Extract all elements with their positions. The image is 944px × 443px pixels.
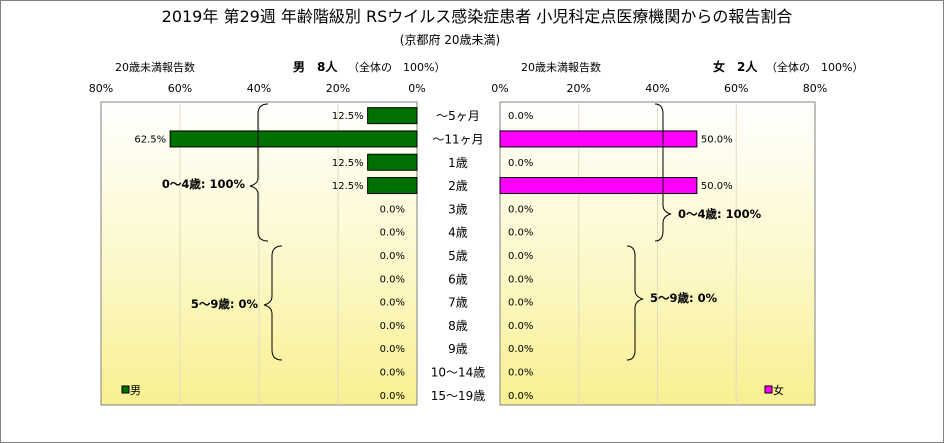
male-group-0-4-label: 0～4歳: 100% xyxy=(162,177,246,191)
male-value-label: 12.5% xyxy=(332,181,364,192)
male-value-label: 0.0% xyxy=(380,228,405,239)
male-value-label: 12.5% xyxy=(332,111,364,122)
age-category-label: 1歳 xyxy=(448,156,468,170)
male-value-label: 0.0% xyxy=(380,298,405,309)
female-value-label: 0.0% xyxy=(508,251,533,262)
male-value-label: 62.5% xyxy=(134,134,166,145)
female-x-tick-label: 20% xyxy=(567,82,591,95)
female-value-label: 0.0% xyxy=(508,204,533,215)
male-header-count-label: 20歳未満報告数 xyxy=(115,61,195,74)
age-category-label: ～5ヶ月 xyxy=(436,109,480,123)
female-x-tick-label: 0% xyxy=(491,82,508,95)
female-header-total: 女 2人 xyxy=(713,59,758,74)
female-x-tick-label: 80% xyxy=(803,82,827,95)
female-group-5-9-label: 5～9歳: 0% xyxy=(650,291,718,305)
male-brace-0-4 xyxy=(249,103,269,242)
age-category-label: 2歳 xyxy=(448,179,468,193)
male-value-label: 0.0% xyxy=(380,344,405,355)
male-value-label: 0.0% xyxy=(380,251,405,262)
female-x-axis-ticks: 0% 20% 40% 60% 80% xyxy=(491,82,827,95)
male-group-5-9-label: 5～9歳: 0% xyxy=(191,297,259,311)
female-group-0-4-label: 0～4歳: 100% xyxy=(678,207,762,221)
female-header-share: （全体の 100%） xyxy=(766,60,863,74)
female-value-label: 0.0% xyxy=(508,367,533,378)
female-value-labels: 0.0% 50.0% 0.0% 50.0% 0.0% 0.0% 0.0% 0.0% 0.0% 0.… xyxy=(508,111,733,402)
female-x-tick-label: 60% xyxy=(724,82,748,95)
female-value-label: 0.0% xyxy=(508,298,533,309)
male-legend-label: 男 xyxy=(130,384,141,397)
male-value-labels: 12.5% 62.5% 12.5% 12.5% 0.0% 0.0% 0.0% 0.0% 0.0%… xyxy=(134,111,405,402)
male-bars xyxy=(169,107,418,195)
age-category-label: 5歳 xyxy=(448,249,468,263)
female-value-label: 0.0% xyxy=(508,228,533,239)
female-value-label: 0.0% xyxy=(508,344,533,355)
male-brace-5-9 xyxy=(263,245,283,361)
age-category-label: 3歳 xyxy=(448,202,468,216)
female-legend-swatch xyxy=(764,385,773,394)
male-header-total: 男 8人 xyxy=(293,59,338,74)
male-legend-swatch xyxy=(121,385,130,394)
female-x-tick-label: 40% xyxy=(645,82,669,95)
male-value-label: 0.0% xyxy=(380,274,405,285)
female-bars xyxy=(499,130,698,195)
female-value-label: 0.0% xyxy=(508,321,533,332)
male-value-label: 12.5% xyxy=(332,158,364,169)
female-bar xyxy=(499,177,698,195)
female-value-label: 0.0% xyxy=(508,111,533,122)
female-header-count-label: 20歳未満報告数 xyxy=(521,61,601,74)
female-value-label: 0.0% xyxy=(508,391,533,402)
male-gridlines xyxy=(179,102,339,405)
male-value-label: 0.0% xyxy=(380,367,405,378)
age-category-label: 8歳 xyxy=(448,319,468,333)
age-category-label: 10～14歳 xyxy=(431,365,486,379)
male-value-label: 0.0% xyxy=(380,321,405,332)
age-category-label: 6歳 xyxy=(448,272,468,286)
male-header-share: （全体の 100%） xyxy=(348,60,445,74)
female-value-label: 50.0% xyxy=(701,181,733,192)
male-x-tick-label: 0% xyxy=(408,82,425,95)
age-category-label: 9歳 xyxy=(448,342,468,356)
male-bar xyxy=(169,130,418,148)
female-brace-0-4 xyxy=(654,103,672,242)
age-category-label: 4歳 xyxy=(448,226,468,240)
male-x-tick-label: 60% xyxy=(168,82,192,95)
female-bar xyxy=(499,130,698,148)
female-value-label: 0.0% xyxy=(508,274,533,285)
age-category-label: 15～19歳 xyxy=(431,389,486,403)
female-value-label: 50.0% xyxy=(701,134,733,145)
male-bar xyxy=(367,153,418,171)
male-value-label: 0.0% xyxy=(380,204,405,215)
age-category-label: ～11ヶ月 xyxy=(432,132,483,146)
chart-title: 2019年 第29週 年齢階級別 RSウイルス感染症患者 小児科定点医療機関から… xyxy=(162,7,793,26)
female-brace-5-9 xyxy=(626,245,644,361)
male-x-tick-label: 20% xyxy=(326,82,350,95)
age-category-labels: ～5ヶ月 ～11ヶ月 1歳 2歳 3歳 4歳 5歳 6歳 7歳 8歳 9歳 10～14歳 15～19歳 xyxy=(431,109,486,403)
male-x-tick-label: 80% xyxy=(89,82,113,95)
male-bar xyxy=(367,177,418,195)
male-value-label: 0.0% xyxy=(380,391,405,402)
female-legend-label: 女 xyxy=(773,383,784,397)
male-x-axis-ticks: 80% 60% 40% 20% 0% xyxy=(89,82,426,95)
chart-subtitle: (京都府 20歳未満) xyxy=(400,32,500,47)
male-x-tick-label: 40% xyxy=(247,82,271,95)
male-bar xyxy=(367,107,418,125)
age-category-label: 7歳 xyxy=(448,296,468,310)
female-gridlines xyxy=(578,102,737,405)
female-value-label: 0.0% xyxy=(508,158,533,169)
